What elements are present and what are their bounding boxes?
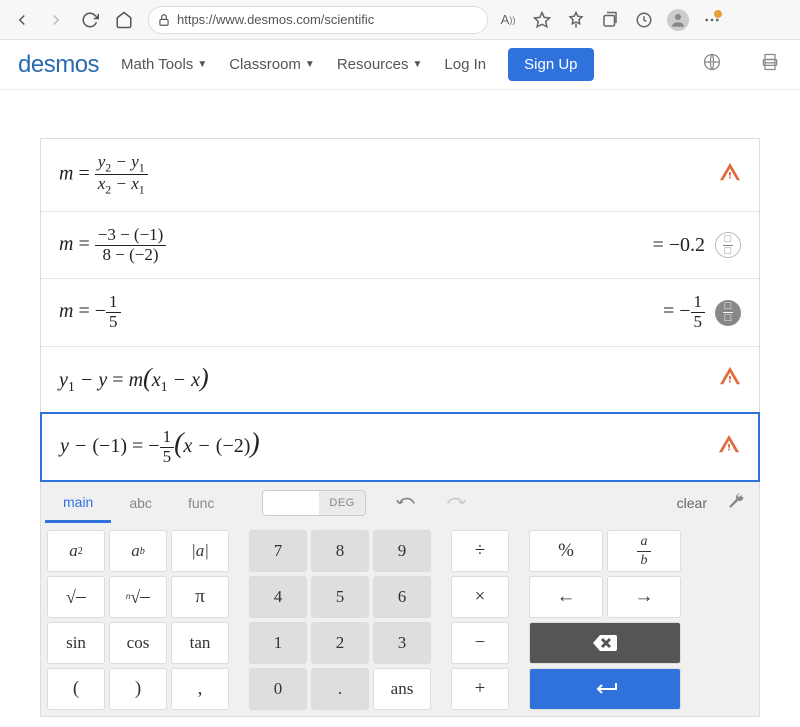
- log-in-link[interactable]: Log In: [444, 56, 486, 73]
- address-bar[interactable]: https://www.desmos.com/scientific: [148, 6, 488, 34]
- key-right-arrow[interactable]: →: [607, 576, 681, 618]
- clear-button[interactable]: clear: [677, 495, 707, 511]
- key-enter[interactable]: [529, 668, 681, 710]
- toggle-fraction-icon[interactable]: □□: [715, 300, 741, 326]
- math-tools-menu[interactable]: Math Tools ▼: [121, 56, 207, 73]
- refresh-button[interactable]: [76, 6, 104, 34]
- tab-func[interactable]: func: [170, 485, 232, 521]
- site-header: desmos Math Tools ▼ Classroom ▼ Resources ▼…: [0, 40, 800, 90]
- resources-label: Resources: [337, 56, 409, 73]
- key-sqrt[interactable]: √: [47, 576, 105, 618]
- expression-math: m = −15: [59, 293, 121, 331]
- browser-toolbar: https://www.desmos.com/scientific A)): [0, 0, 800, 40]
- expression-math: m = −3 − (−1)8 − (−2): [59, 226, 166, 264]
- sign-up-button[interactable]: Sign Up: [508, 48, 593, 81]
- profile-icon[interactable]: [664, 6, 692, 34]
- warning-icon[interactable]: [719, 365, 741, 393]
- angle-mode-toggle[interactable]: DEG: [262, 490, 365, 516]
- key-6[interactable]: 6: [373, 576, 431, 618]
- key-ans[interactable]: ans: [373, 668, 431, 710]
- key-7[interactable]: 7: [249, 530, 307, 572]
- key-3[interactable]: 3: [373, 622, 431, 664]
- back-button[interactable]: [8, 6, 36, 34]
- keypad-tabs: main abc func DEG clear: [41, 482, 759, 524]
- key-percent[interactable]: %: [529, 530, 603, 572]
- star-icon[interactable]: [528, 6, 556, 34]
- classroom-menu[interactable]: Classroom ▼: [229, 56, 315, 73]
- math-tools-label: Math Tools: [121, 56, 193, 73]
- tab-main[interactable]: main: [45, 484, 111, 523]
- resources-menu[interactable]: Resources ▼: [337, 56, 423, 73]
- key-nth-root[interactable]: n√: [109, 576, 167, 618]
- key-abs[interactable]: |a|: [171, 530, 229, 572]
- key-a-power[interactable]: ab: [109, 530, 167, 572]
- undo-button[interactable]: [396, 494, 416, 513]
- print-icon[interactable]: [760, 52, 782, 77]
- key-fraction[interactable]: ab: [607, 530, 681, 572]
- more-icon[interactable]: [698, 6, 726, 34]
- keypad: main abc func DEG clear a2 ab |a| 7 8 9 …: [40, 482, 760, 717]
- redo-button[interactable]: [446, 494, 466, 513]
- key-grid: a2 ab |a| 7 8 9 ÷ % ab √ n√ π 4 5 6 × ← …: [41, 524, 759, 716]
- key-left-arrow[interactable]: ←: [529, 576, 603, 618]
- key-1[interactable]: 1: [249, 622, 307, 664]
- expression-row[interactable]: m = −15 = −15 □□: [41, 279, 759, 346]
- expression-row[interactable]: m = −3 − (−1)8 − (−2) = −0.2 □□: [41, 212, 759, 279]
- classroom-label: Classroom: [229, 56, 301, 73]
- read-aloud-icon[interactable]: A)): [494, 6, 522, 34]
- expression-math: y1 − y = m(x1 − x): [59, 363, 209, 396]
- key-8[interactable]: 8: [311, 530, 369, 572]
- home-button[interactable]: [110, 6, 138, 34]
- forward-button[interactable]: [42, 6, 70, 34]
- key-5[interactable]: 5: [311, 576, 369, 618]
- key-comma[interactable]: ,: [171, 668, 229, 710]
- url-text: https://www.desmos.com/scientific: [177, 12, 374, 27]
- key-minus[interactable]: −: [451, 622, 509, 664]
- key-plus[interactable]: +: [451, 668, 509, 710]
- key-0[interactable]: 0: [249, 668, 307, 710]
- tab-abc[interactable]: abc: [111, 485, 170, 521]
- history-icon[interactable]: [630, 6, 658, 34]
- key-backspace[interactable]: [529, 622, 681, 664]
- chevron-down-icon: ▼: [305, 59, 315, 70]
- key-a-squared[interactable]: a2: [47, 530, 105, 572]
- key-dot[interactable]: .: [311, 668, 369, 710]
- result-text: = −0.2: [652, 234, 705, 257]
- key-divide[interactable]: ÷: [451, 530, 509, 572]
- key-pi[interactable]: π: [171, 576, 229, 618]
- key-multiply[interactable]: ×: [451, 576, 509, 618]
- key-4[interactable]: 4: [249, 576, 307, 618]
- key-lparen[interactable]: (: [47, 668, 105, 710]
- deg-label: DEG: [319, 491, 364, 515]
- expression-math: m = y2 − y1x2 − x1: [59, 153, 148, 197]
- key-sin[interactable]: sin: [47, 622, 105, 664]
- result-text: = −15: [663, 293, 705, 331]
- expression-row[interactable]: y1 − y = m(x1 − x): [41, 347, 759, 413]
- lock-icon: [157, 13, 171, 27]
- desmos-logo[interactable]: desmos: [18, 51, 99, 79]
- key-rparen[interactable]: ): [109, 668, 167, 710]
- calculator-content: m = y2 − y1x2 − x1 m = −3 − (−1)8 − (−2)…: [0, 90, 800, 717]
- settings-icon[interactable]: [727, 492, 745, 515]
- chevron-down-icon: ▼: [413, 59, 423, 70]
- key-9[interactable]: 9: [373, 530, 431, 572]
- warning-icon[interactable]: [719, 161, 741, 189]
- key-2[interactable]: 2: [311, 622, 369, 664]
- expression-math: y − (−1) = −15(x − (−2)): [60, 428, 260, 467]
- key-tan[interactable]: tan: [171, 622, 229, 664]
- expression-row-active[interactable]: y − (−1) = −15(x − (−2)): [40, 412, 760, 483]
- collections-icon[interactable]: [596, 6, 624, 34]
- expression-list: m = y2 − y1x2 − x1 m = −3 − (−1)8 − (−2)…: [40, 138, 760, 482]
- expression-row[interactable]: m = y2 − y1x2 − x1: [41, 139, 759, 212]
- warning-icon[interactable]: [718, 433, 740, 461]
- chevron-down-icon: ▼: [197, 59, 207, 70]
- favorites-icon[interactable]: [562, 6, 590, 34]
- key-cos[interactable]: cos: [109, 622, 167, 664]
- toggle-fraction-icon[interactable]: □□: [715, 232, 741, 258]
- globe-icon[interactable]: [702, 52, 724, 77]
